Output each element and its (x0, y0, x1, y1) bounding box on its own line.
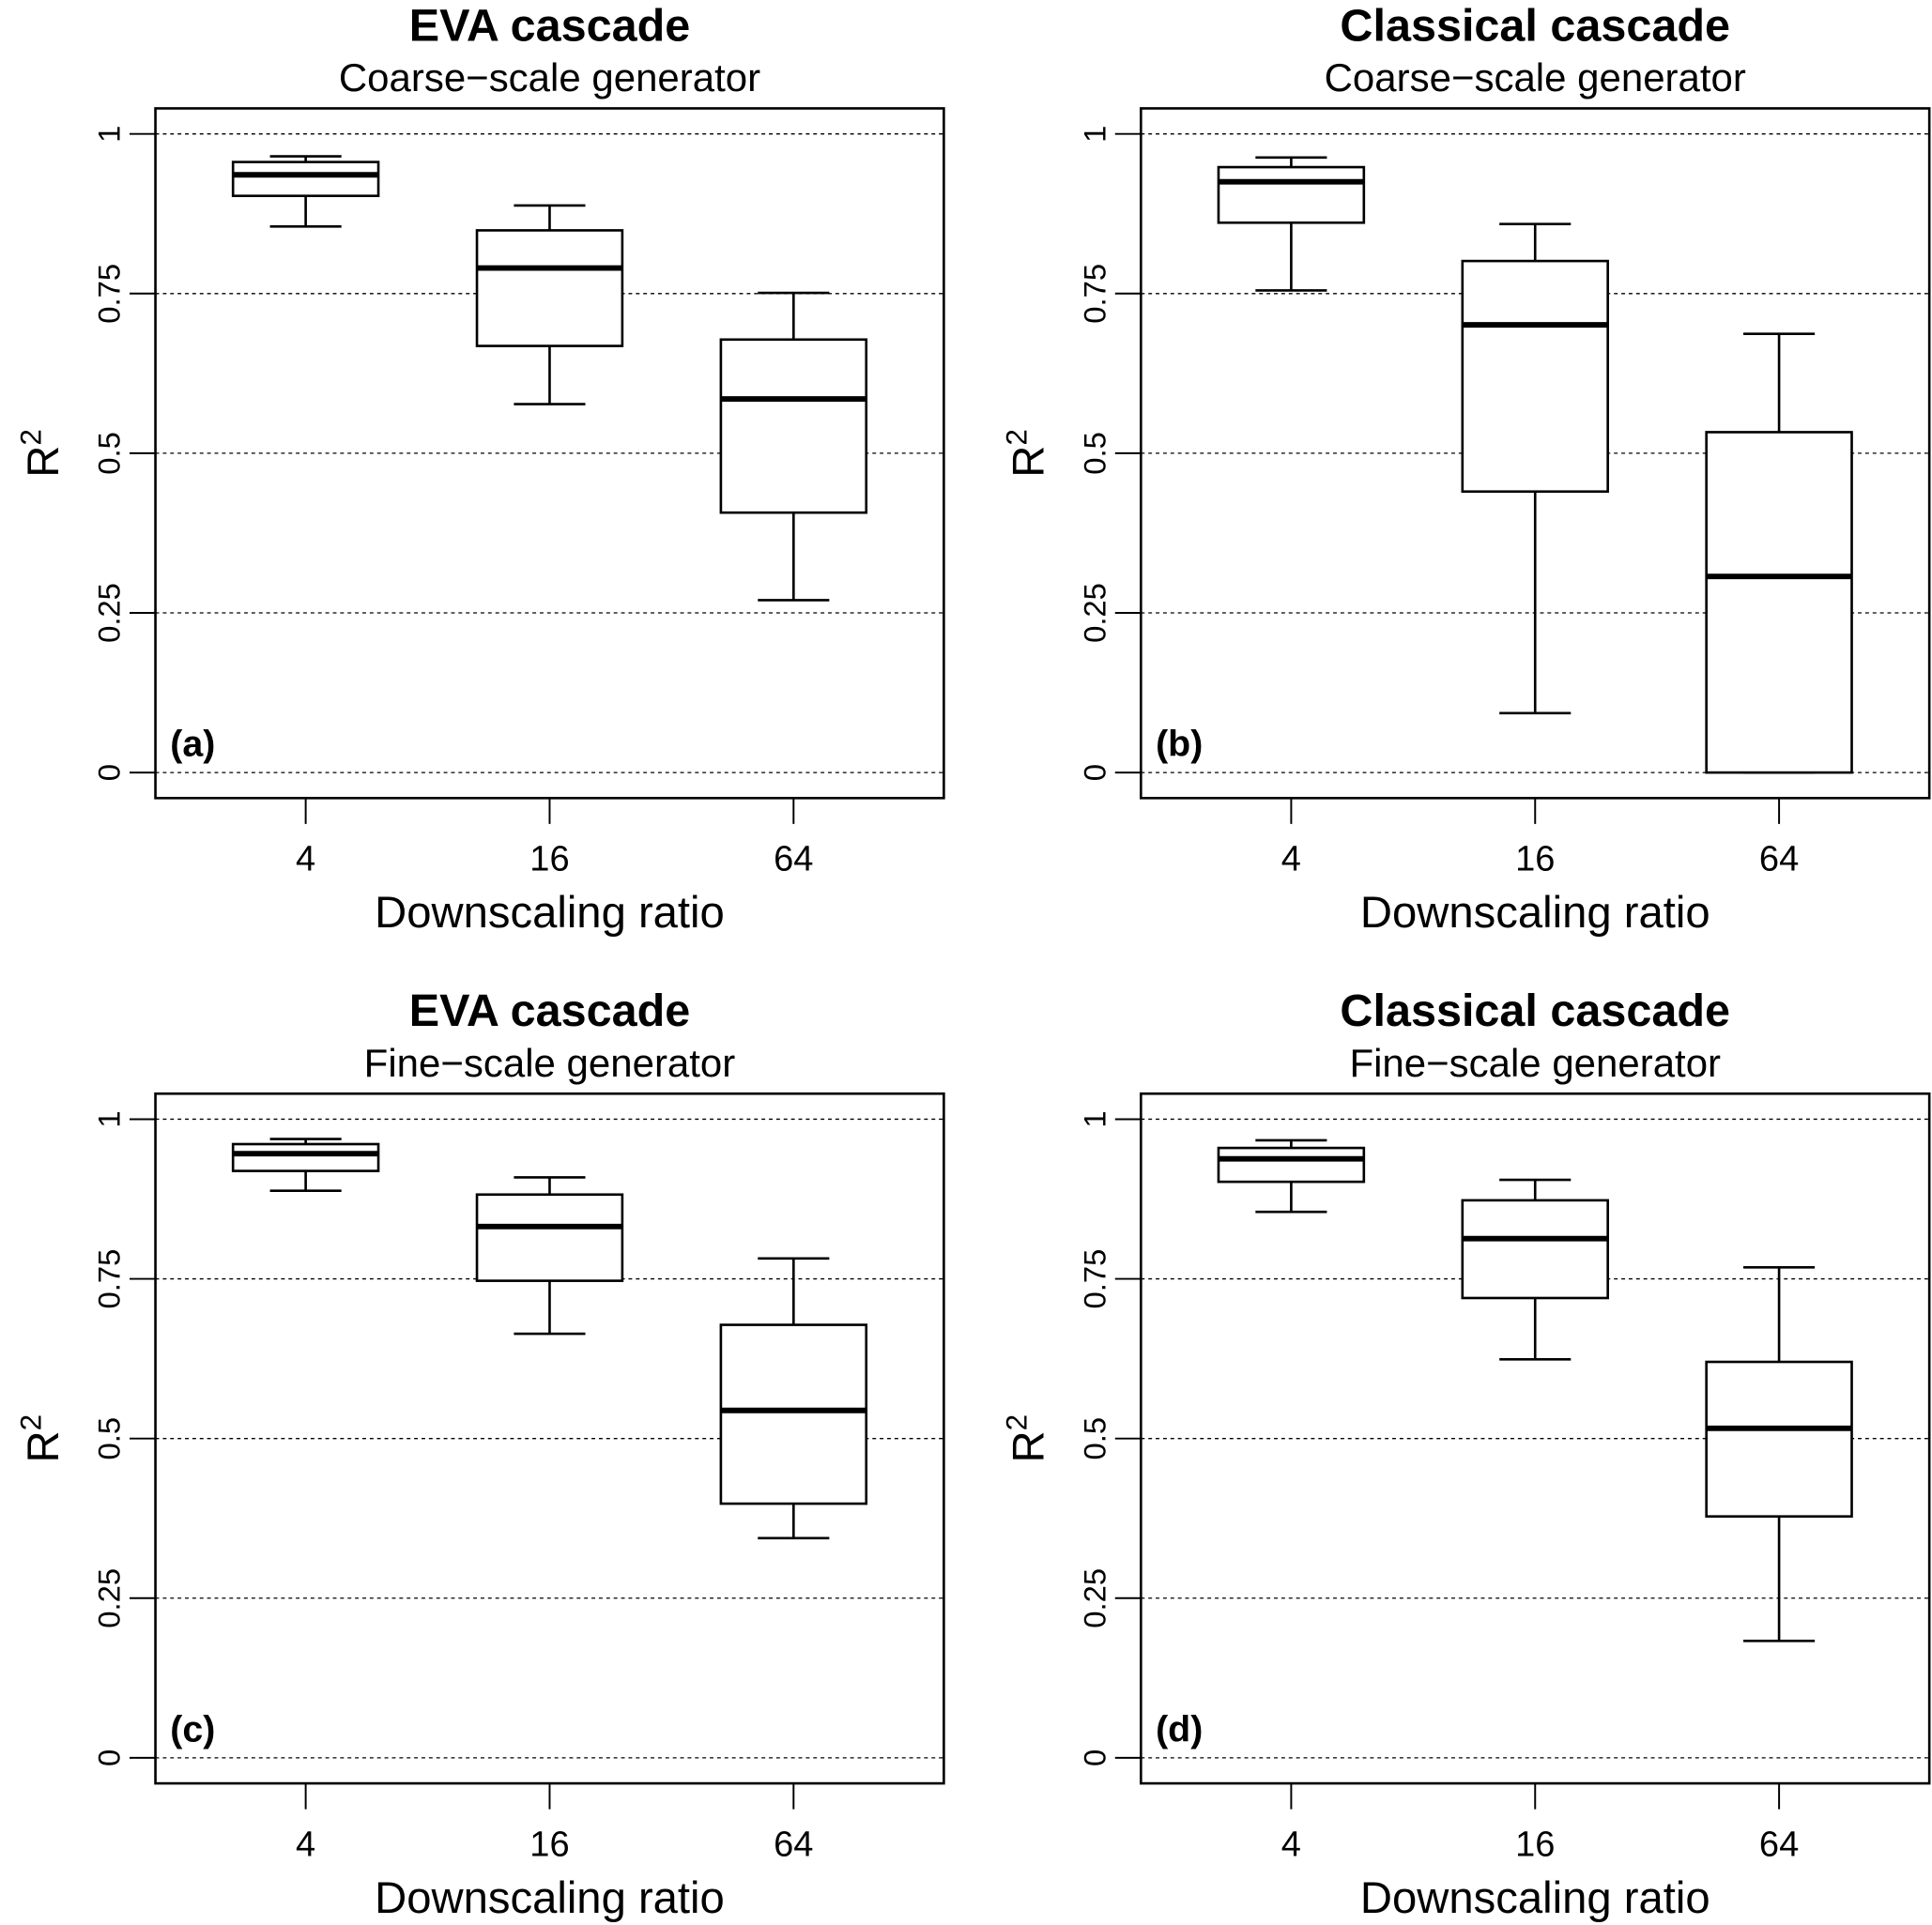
chart-subtitle: Coarse−scale generator (1325, 55, 1746, 99)
y-tick-label: 0.75 (1077, 1249, 1112, 1309)
iqr-box (475, 229, 624, 347)
y-tick-label: 0.25 (92, 583, 127, 643)
y-axis-label: R2 (999, 1414, 1053, 1463)
iqr-box (231, 160, 380, 198)
y-tick-label: 0.5 (92, 432, 127, 475)
y-tick-label: 0 (92, 1749, 127, 1766)
box-4 (1217, 156, 1366, 292)
iqr-box (719, 338, 868, 514)
x-tick-label: 4 (296, 840, 315, 879)
y-tick-label: 0.5 (1077, 1417, 1112, 1460)
chart-title: EVA cascade (409, 0, 691, 51)
box-64 (1705, 1266, 1853, 1642)
y-axis-label-text: R (19, 446, 69, 478)
box-4 (1217, 1138, 1366, 1214)
panel-label: (c) (170, 1708, 215, 1749)
x-tick-label: 64 (1759, 1826, 1799, 1865)
y-tick-label: 1 (92, 126, 127, 143)
y-axis-label-superscript: 2 (14, 1414, 48, 1431)
iqr-box (475, 1193, 624, 1282)
x-tick-label: 64 (774, 840, 813, 879)
y-axis-label: R2 (14, 1414, 69, 1463)
iqr-box (1705, 431, 1853, 774)
x-tick-label: 64 (774, 1826, 813, 1865)
box-4 (231, 155, 380, 228)
iqr-box (719, 1323, 868, 1505)
y-tick-label: 1 (1077, 126, 1112, 143)
iqr-box (1217, 1146, 1366, 1184)
y-tick-label: 0.5 (1077, 432, 1112, 475)
y-tick-label: 0 (1077, 764, 1112, 781)
chart-subtitle: Fine−scale generator (364, 1041, 736, 1085)
box-64 (719, 1257, 868, 1540)
x-tick-label: 16 (1515, 840, 1555, 879)
box-16 (475, 1176, 624, 1336)
chart-panel: Classical cascade Fine−scale generator 0 0.… (999, 985, 1931, 1923)
y-tick-label: 1 (92, 1110, 127, 1127)
iqr-box (1217, 165, 1366, 224)
panel-label: (d) (1156, 1708, 1203, 1749)
chart-title: Classical cascade (1340, 0, 1730, 51)
y-axis-label-superscript: 2 (999, 1414, 1033, 1431)
y-axis-label-superscript: 2 (14, 429, 48, 446)
panel-label: (b) (1156, 724, 1203, 765)
x-tick-label: 4 (296, 1826, 315, 1865)
y-axis-label-text: R (1004, 446, 1054, 478)
box-16 (1461, 1178, 1609, 1361)
x-axis-label: Downscaling ratio (1360, 888, 1710, 938)
x-axis-label: Downscaling ratio (375, 888, 725, 938)
y-tick-label: 0.25 (92, 1568, 127, 1628)
box-16 (475, 204, 624, 405)
x-axis-label: Downscaling ratio (1360, 1873, 1710, 1923)
x-tick-label: 4 (1281, 840, 1301, 879)
box-16 (1461, 222, 1609, 715)
chart-title: EVA cascade (409, 985, 691, 1036)
x-tick-label: 64 (1759, 840, 1799, 879)
chart-title: Classical cascade (1340, 985, 1730, 1036)
box-64 (1705, 332, 1853, 774)
y-tick-label: 0.75 (92, 1249, 127, 1309)
box-64 (719, 291, 868, 602)
y-axis-label-text: R (19, 1430, 69, 1462)
x-tick-label: 16 (529, 840, 569, 879)
y-axis-label: R2 (999, 429, 1053, 478)
x-tick-label: 16 (529, 1826, 569, 1865)
y-axis-label-superscript: 2 (999, 429, 1033, 446)
chart-panel: EVA cascade Fine−scale generator 0 0.25 0.5 0… (14, 985, 945, 1923)
chart-subtitle: Coarse−scale generator (339, 55, 760, 99)
iqr-box (1461, 259, 1609, 494)
y-tick-label: 0.75 (1077, 264, 1112, 324)
iqr-box (1461, 1199, 1609, 1300)
box-4 (231, 1138, 380, 1192)
y-tick-label: 0.25 (1077, 1568, 1112, 1628)
x-tick-label: 16 (1515, 1826, 1555, 1865)
y-tick-label: 0 (92, 764, 127, 781)
y-tick-label: 0.25 (1077, 583, 1112, 643)
y-tick-label: 0.5 (92, 1417, 127, 1460)
x-tick-label: 4 (1281, 1826, 1301, 1865)
iqr-box (231, 1142, 380, 1172)
y-tick-label: 0.75 (92, 264, 127, 324)
x-axis-label: Downscaling ratio (375, 1873, 725, 1923)
panel-label: (a) (170, 724, 215, 765)
y-axis-label: R2 (14, 429, 69, 478)
iqr-box (1705, 1360, 1853, 1518)
y-axis-label-text: R (1004, 1430, 1054, 1462)
y-tick-label: 0 (1077, 1749, 1112, 1766)
chart-subtitle: Fine−scale generator (1349, 1041, 1721, 1085)
y-tick-label: 1 (1077, 1110, 1112, 1127)
